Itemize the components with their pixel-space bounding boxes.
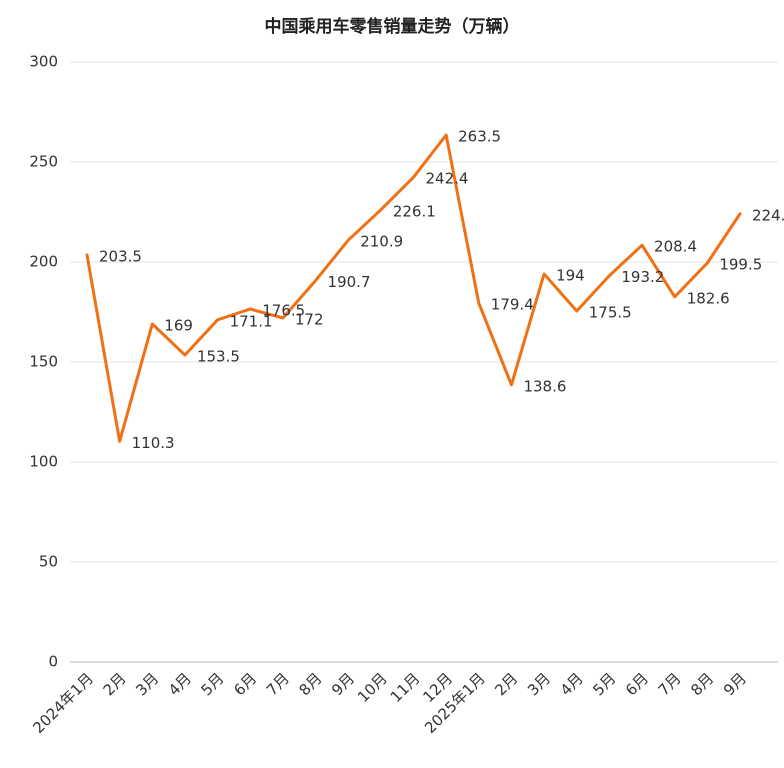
data-label: 175.5 (589, 304, 632, 322)
data-label: 194 (556, 267, 585, 285)
y-tick-label: 300 (29, 53, 58, 71)
data-label: 199.5 (719, 256, 762, 274)
chart-title: 中国乘用车零售销量走势（万辆） (265, 16, 520, 37)
data-label: 208.4 (654, 238, 697, 256)
y-tick-label: 100 (29, 453, 58, 471)
data-label: 193.2 (621, 268, 664, 286)
y-tick-label: 150 (29, 353, 58, 371)
data-label: 224.1 (752, 206, 784, 224)
data-label: 110.3 (132, 434, 175, 452)
data-label: 263.5 (458, 128, 501, 146)
data-label: 138.6 (523, 377, 566, 395)
data-label: 203.5 (99, 248, 142, 266)
line (85, 133, 742, 443)
data-label: 153.5 (197, 348, 240, 366)
data-label: 179.4 (491, 296, 534, 314)
y-tick-label: 50 (39, 553, 58, 571)
data-label: 182.6 (687, 289, 730, 307)
data-label: 171.1 (230, 312, 273, 330)
data-label: 242.4 (426, 170, 469, 188)
y-tick-label: 0 (48, 653, 58, 671)
data-label: 172 (295, 311, 324, 329)
data-label: 176.5 (262, 302, 305, 320)
data-label: 226.1 (393, 202, 436, 220)
data-label: 169 (164, 317, 193, 335)
data-label: 210.9 (360, 233, 403, 251)
data-label: 190.7 (328, 273, 371, 291)
y-tick-label: 200 (29, 253, 58, 271)
y-tick-label: 250 (29, 153, 58, 171)
